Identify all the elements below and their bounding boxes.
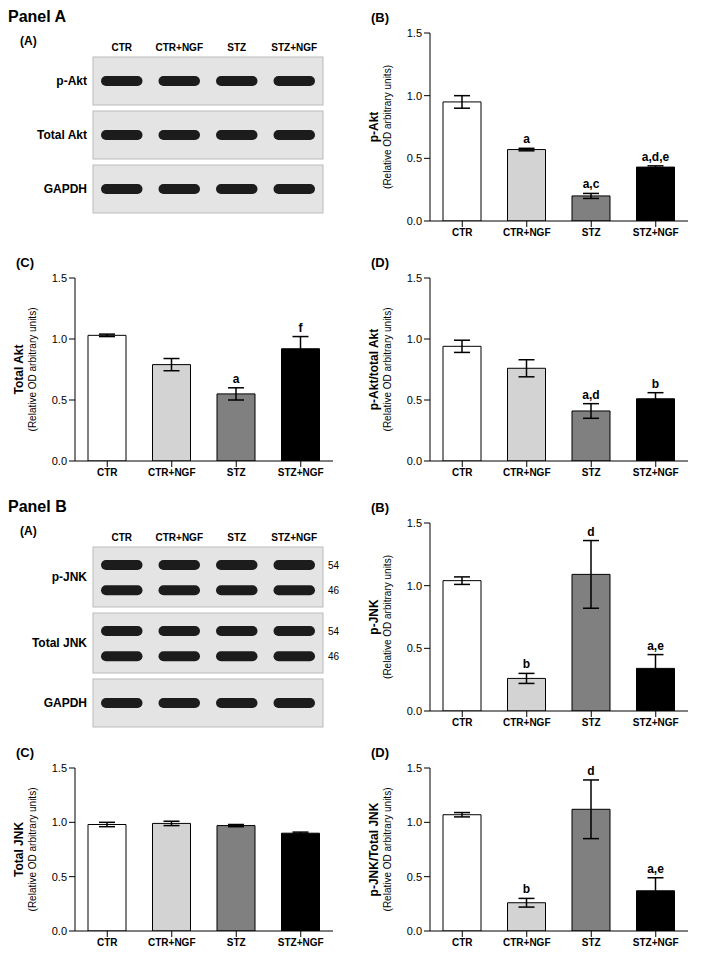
svg-text:STZ+NGF: STZ+NGF [278, 937, 324, 948]
html-text:(C): (C) [16, 255, 34, 270]
svg-text:CTR: CTR [452, 467, 473, 478]
svg-text:a,e: a,e [647, 862, 664, 876]
svg-text:1.0: 1.0 [407, 580, 422, 592]
svg-text:p-Akt: p-Akt [56, 74, 87, 88]
svg-text:a,c: a,c [583, 177, 600, 191]
svg-text:p-JNK: p-JNK [52, 570, 88, 584]
svg-text:0.5: 0.5 [52, 394, 67, 406]
svg-text:STZ: STZ [582, 467, 601, 478]
svg-text:b: b [652, 377, 659, 391]
svg-text:GAPDH: GAPDH [44, 182, 87, 196]
svg-text:STZ: STZ [582, 937, 601, 948]
svg-text:1.0: 1.0 [407, 333, 422, 345]
html-text:Panel A: Panel A [8, 8, 67, 25]
svg-text:(A): (A) [20, 34, 37, 48]
svg-text:CTR: CTR [97, 937, 118, 948]
svg-text:b: b [523, 882, 530, 896]
svg-text:a: a [233, 372, 240, 386]
svg-text:STZ: STZ [227, 937, 246, 948]
html-text:(B): (B) [371, 10, 389, 25]
svg-text:CTR: CTR [111, 42, 132, 53]
svg-text:0.0: 0.0 [52, 925, 67, 937]
svg-text:CTR+NGF: CTR+NGF [503, 227, 551, 238]
svg-text:CTR+NGF: CTR+NGF [148, 467, 196, 478]
svg-text:CTR+NGF: CTR+NGF [148, 937, 196, 948]
svg-text:(A): (A) [20, 524, 37, 538]
svg-text:p-Akt/total Akt(Relative OD ar: p-Akt/total Akt(Relative OD arbitrary un… [367, 308, 393, 432]
svg-text:0.0: 0.0 [407, 455, 422, 467]
svg-text:a,d,e: a,d,e [642, 150, 670, 164]
svg-text:p-JNK/Total JNK(Relative OD ar: p-JNK/Total JNK(Relative OD arbitrary un… [367, 788, 393, 912]
svg-text:1.0: 1.0 [407, 90, 422, 102]
svg-text:CTR: CTR [97, 467, 118, 478]
svg-text:Total Akt(Relative OD arbitrar: Total Akt(Relative OD arbitrary units) [12, 308, 38, 432]
svg-text:CTR+NGF: CTR+NGF [503, 467, 551, 478]
svg-text:p-JNK(Relative OD arbitrary un: p-JNK(Relative OD arbitrary units) [367, 555, 393, 679]
svg-text:d: d [587, 764, 594, 778]
svg-text:0.5: 0.5 [407, 394, 422, 406]
svg-text:1.0: 1.0 [407, 816, 422, 828]
svg-text:1.0: 1.0 [52, 333, 67, 345]
html-text:(D): (D) [371, 255, 389, 270]
svg-text:STZ: STZ [227, 532, 246, 543]
svg-text:54: 54 [328, 560, 340, 571]
svg-text:0.0: 0.0 [407, 925, 422, 937]
svg-text:CTR: CTR [452, 937, 473, 948]
svg-text:0.0: 0.0 [407, 705, 422, 717]
svg-text:1.5: 1.5 [407, 517, 422, 529]
svg-text:0.5: 0.5 [407, 642, 422, 654]
svg-text:a,e: a,e [647, 639, 664, 653]
svg-text:CTR+NGF: CTR+NGF [503, 717, 551, 728]
html-text:Panel B: Panel B [8, 498, 67, 515]
svg-text:0.5: 0.5 [407, 871, 422, 883]
svg-text:CTR: CTR [111, 532, 132, 543]
svg-text:Total Akt: Total Akt [37, 128, 87, 142]
svg-text:1.5: 1.5 [52, 762, 67, 774]
svg-text:54: 54 [328, 626, 340, 637]
svg-text:46: 46 [328, 585, 340, 596]
svg-text:STZ: STZ [582, 227, 601, 238]
svg-text:STZ+NGF: STZ+NGF [633, 467, 679, 478]
html-text:(B): (B) [371, 500, 389, 515]
svg-text:f: f [299, 321, 304, 335]
svg-text:GAPDH: GAPDH [44, 696, 87, 710]
svg-text:STZ+NGF: STZ+NGF [278, 467, 324, 478]
svg-text:STZ+NGF: STZ+NGF [633, 717, 679, 728]
svg-text:STZ: STZ [227, 42, 246, 53]
svg-text:0.0: 0.0 [407, 215, 422, 227]
svg-text:46: 46 [328, 651, 340, 662]
svg-text:1.5: 1.5 [52, 272, 67, 284]
svg-text:CTR+NGF: CTR+NGF [503, 937, 551, 948]
svg-text:CTR+NGF: CTR+NGF [156, 532, 204, 543]
svg-text:CTR: CTR [452, 227, 473, 238]
svg-text:Total JNK: Total JNK [32, 636, 87, 650]
svg-text:STZ: STZ [582, 717, 601, 728]
svg-text:0.5: 0.5 [52, 871, 67, 883]
svg-text:Total JNK(Relative OD arbitrar: Total JNK(Relative OD arbitrary units) [12, 788, 38, 912]
svg-text:b: b [523, 657, 530, 671]
svg-text:d: d [587, 525, 594, 539]
svg-text:0.0: 0.0 [52, 455, 67, 467]
svg-text:STZ: STZ [227, 467, 246, 478]
svg-text:1.5: 1.5 [407, 27, 422, 39]
svg-text:STZ+NGF: STZ+NGF [271, 532, 317, 543]
svg-text:CTR+NGF: CTR+NGF [156, 42, 204, 53]
svg-text:CTR: CTR [452, 717, 473, 728]
html-text:(D): (D) [371, 745, 389, 760]
svg-text:a,d: a,d [582, 388, 599, 402]
svg-text:STZ+NGF: STZ+NGF [271, 42, 317, 53]
svg-text:0.5: 0.5 [407, 152, 422, 164]
svg-text:1.0: 1.0 [52, 816, 67, 828]
svg-text:STZ+NGF: STZ+NGF [633, 227, 679, 238]
svg-text:STZ+NGF: STZ+NGF [633, 937, 679, 948]
svg-text:1.5: 1.5 [407, 272, 422, 284]
svg-text:a: a [523, 132, 530, 146]
html-text:(C): (C) [16, 745, 34, 760]
svg-text:1.5: 1.5 [407, 762, 422, 774]
svg-text:p-Akt(Relative OD arbitrary un: p-Akt(Relative OD arbitrary units) [367, 65, 393, 189]
